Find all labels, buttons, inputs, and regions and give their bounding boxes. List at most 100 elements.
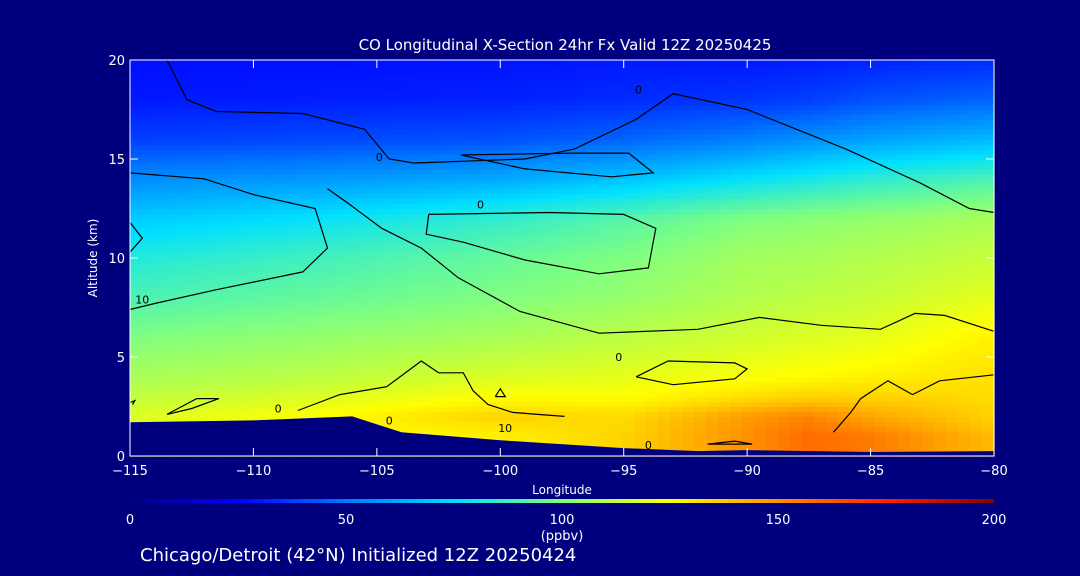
heatmap-cell [490,218,503,224]
heatmap-cell [922,317,935,323]
heatmap-cell [670,223,683,229]
heatmap-cell [610,376,623,383]
heatmap-cell [898,436,911,442]
heatmap-cell [730,416,743,422]
heatmap-cell [478,396,491,403]
heatmap-cell [262,337,275,343]
heatmap-cell [142,178,155,185]
heatmap-cell [322,401,335,408]
heatmap-cell [274,352,287,358]
heatmap-cell [682,431,695,437]
heatmap-cell [874,203,887,210]
heatmap-cell [790,198,803,205]
heatmap-cell [250,376,263,383]
heatmap-cell [586,391,599,398]
heatmap-cell [214,272,227,279]
heatmap-cell [538,183,551,190]
heatmap-cell [754,352,767,358]
heatmap-cell [466,183,479,190]
heatmap-cell [898,248,911,254]
heatmap-cell [310,188,323,195]
heatmap-cell [958,228,971,234]
heatmap-cell [718,297,731,304]
heatmap-cell [166,198,179,205]
heatmap-cell [502,173,515,180]
heatmap-cell [862,208,875,215]
heatmap-cell [262,357,275,363]
heatmap-cell [982,262,995,269]
heatmap-cell [586,297,599,304]
heatmap-cell [502,149,515,155]
heatmap-cell [490,436,503,442]
heatmap-cell [574,163,587,170]
heatmap-cell [910,421,923,427]
heatmap-cell [382,277,395,284]
heatmap-cell [346,109,359,116]
heatmap-cell [946,243,959,249]
heatmap-cell [442,386,455,393]
heatmap-cell [262,381,275,388]
heatmap-cell [178,357,191,363]
heatmap-cell [538,386,551,393]
heatmap-cell [754,277,767,284]
heatmap-cell [790,203,803,210]
heatmap-cell [982,154,995,160]
heatmap-cell [406,124,419,130]
heatmap-cell [178,129,191,135]
heatmap-cell [202,277,215,284]
heatmap-cell [826,119,839,125]
heatmap-cell [694,386,707,393]
heatmap-cell [298,218,311,224]
heatmap-cell [862,134,875,140]
heatmap-cell [142,297,155,304]
heatmap-cell [682,441,695,447]
heatmap-cell [646,376,659,383]
heatmap-cell [958,347,971,353]
heatmap-cell [634,401,647,408]
heatmap-cell [202,223,215,229]
heatmap-cell [502,416,515,422]
heatmap-cell [706,352,719,358]
heatmap-cell [826,188,839,195]
heatmap-cell [718,188,731,195]
heatmap-cell [406,317,419,323]
heatmap-cell [442,282,455,289]
heatmap-cell [442,391,455,398]
heatmap-cell [466,342,479,348]
heatmap-cell [142,258,155,264]
heatmap-cell [250,322,263,328]
heatmap-cell [586,198,599,205]
heatmap-cell [430,144,443,150]
heatmap-cell [262,307,275,314]
heatmap-cell [394,317,407,323]
heatmap-cell [610,163,623,170]
heatmap-cell [346,124,359,130]
heatmap-cell [898,292,911,299]
heatmap-cell [742,272,755,279]
heatmap-cell [862,421,875,427]
heatmap-cell [358,406,371,413]
heatmap-cell [694,238,707,244]
heatmap-cell [850,411,863,417]
heatmap-cell [730,163,743,170]
heatmap-cell [610,371,623,378]
heatmap-cell [538,218,551,224]
heatmap-cell [454,292,467,299]
heatmap-cell [598,361,611,368]
heatmap-cell [682,203,695,210]
heatmap-cell [214,208,227,215]
heatmap-cell [370,218,383,224]
heatmap-cell [898,193,911,200]
heatmap-cell [694,208,707,215]
heatmap-cell [754,376,767,383]
heatmap-cell [622,352,635,358]
heatmap-cell [922,371,935,378]
heatmap-cell [466,159,479,165]
heatmap-cell [922,307,935,314]
heatmap-cell [766,386,779,393]
heatmap-cell [718,317,731,323]
heatmap-cell [766,441,779,447]
heatmap-cell [226,173,239,180]
heatmap-cell [190,406,203,413]
heatmap-cell [382,381,395,388]
